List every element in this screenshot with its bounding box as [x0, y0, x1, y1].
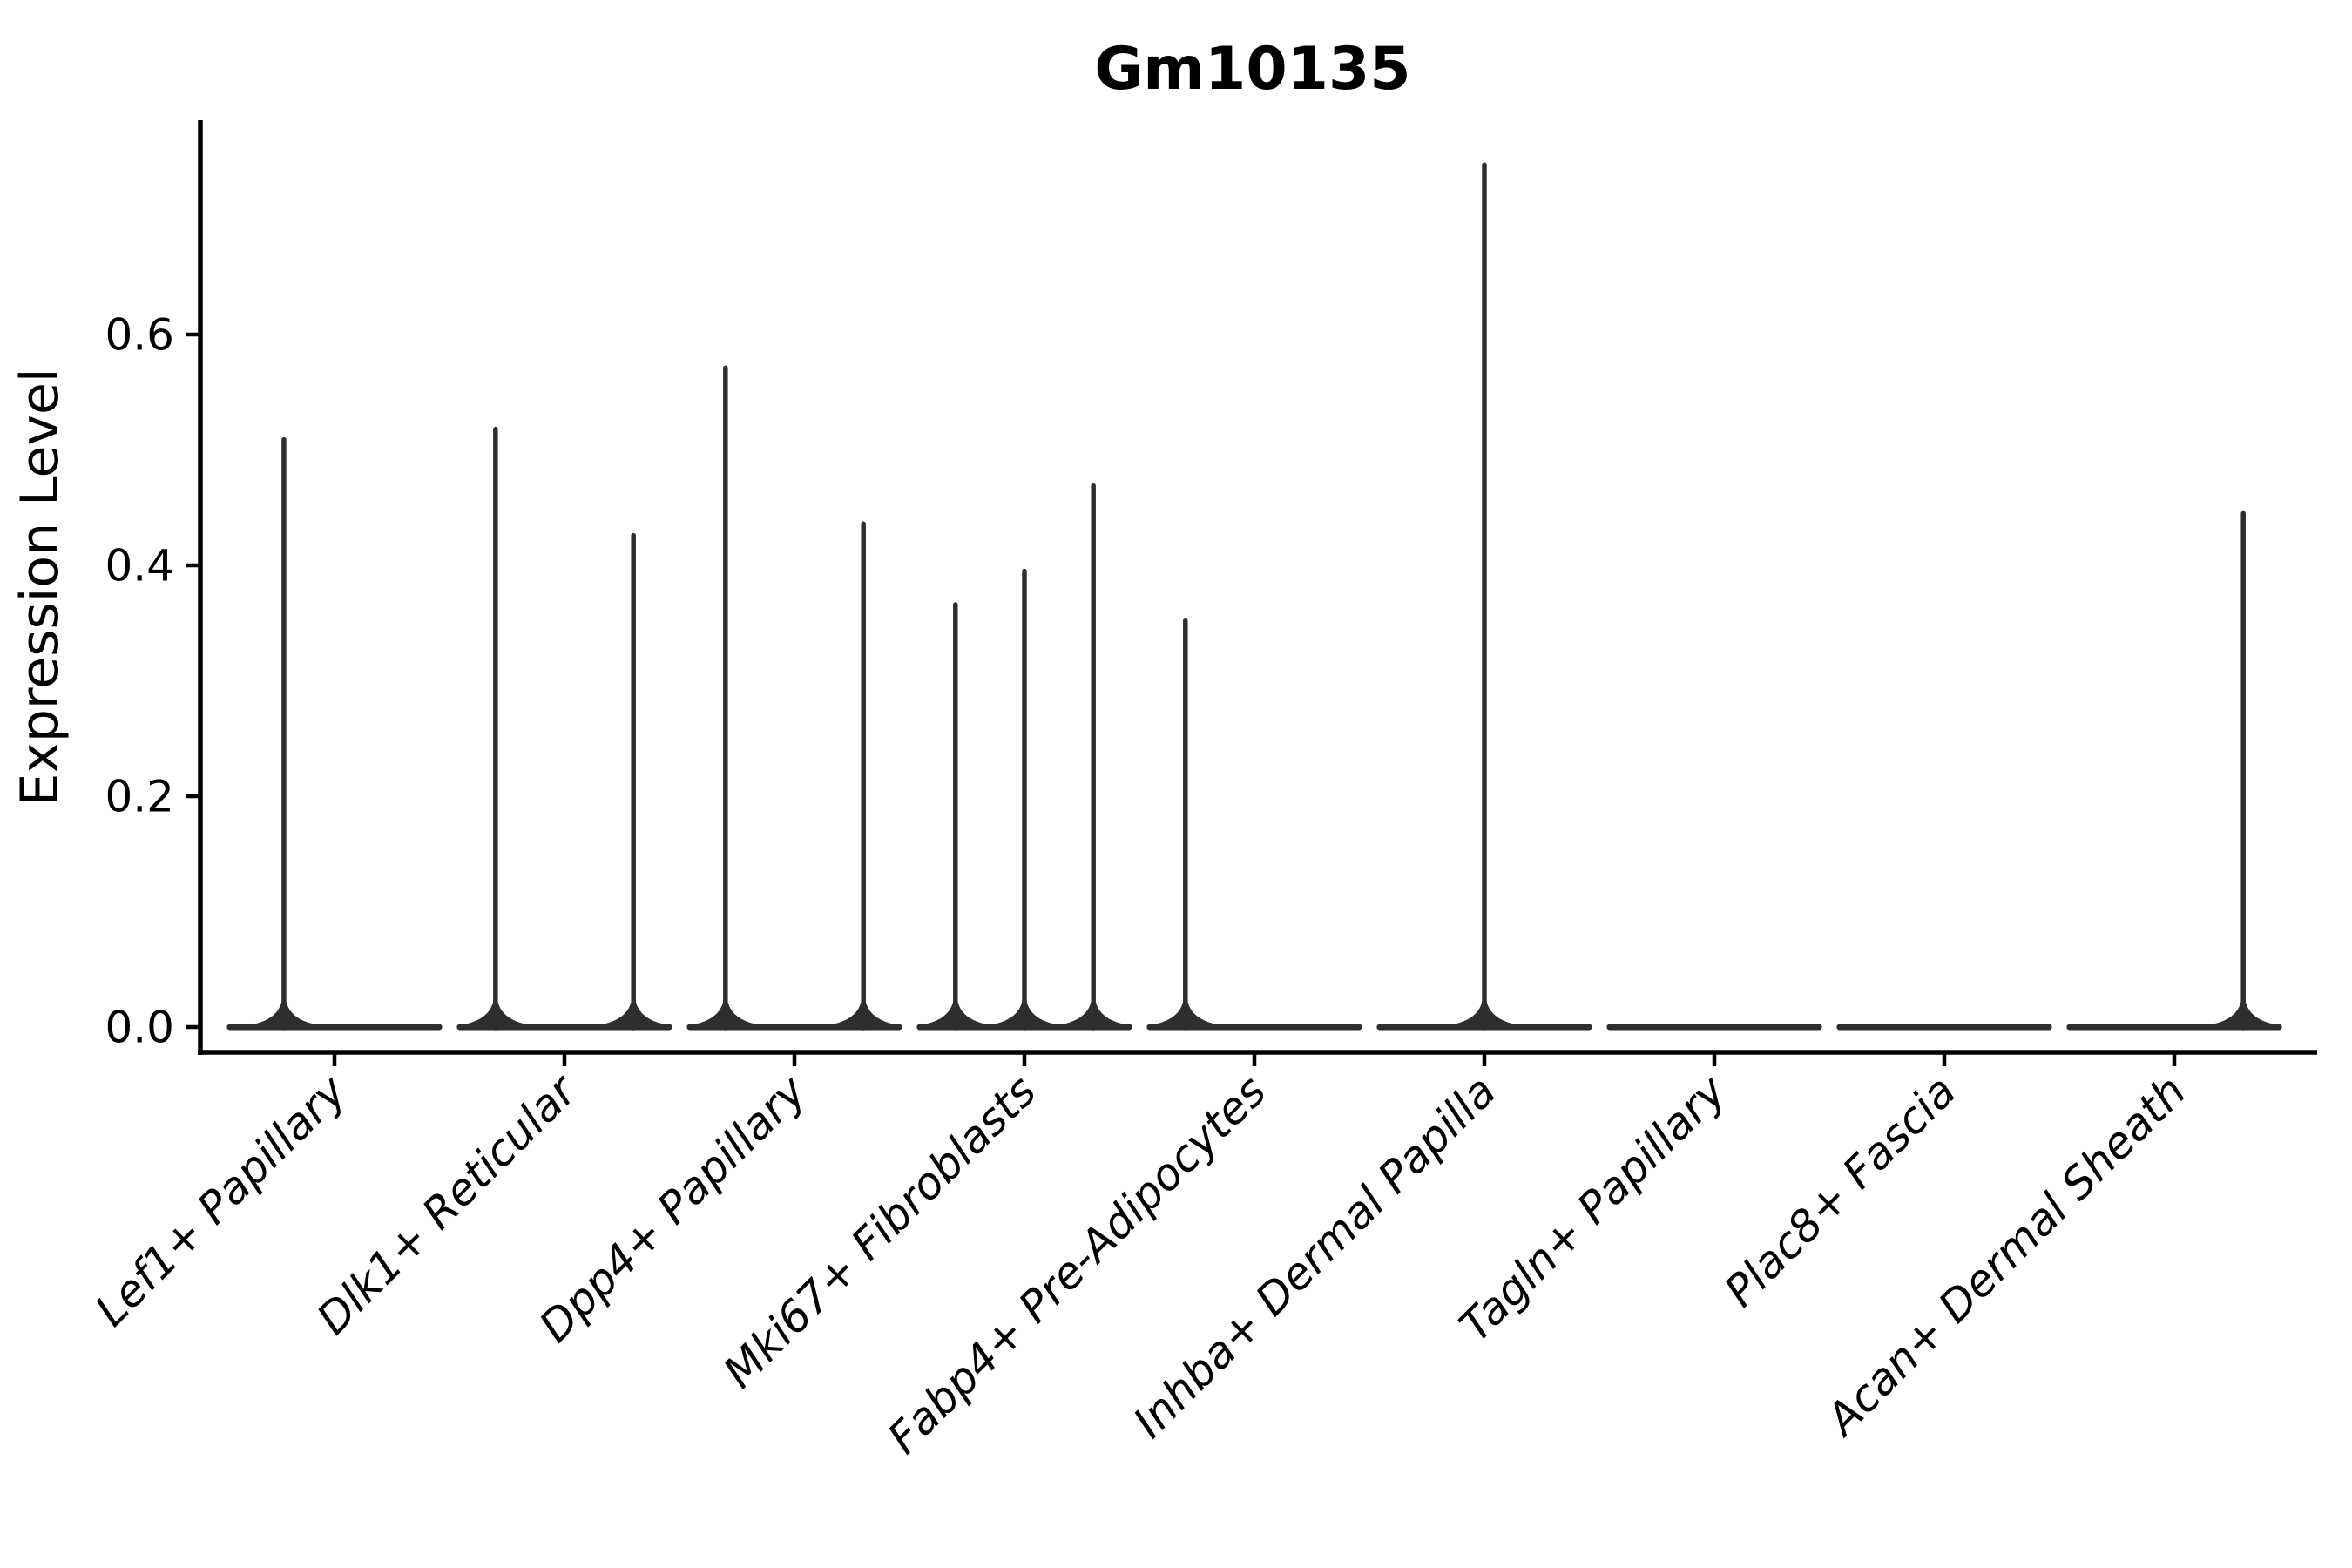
y-axis-label: Expression Level — [10, 368, 71, 806]
violin-4 — [916, 483, 1132, 1031]
axes-group — [198, 120, 2317, 1055]
y-tick-label: 0.6 — [105, 310, 174, 361]
violins-group — [226, 162, 2282, 1031]
y-ticks-group: 0.0 0.2 0.4 0.6 — [105, 310, 200, 1053]
y-tick-label: 0.0 — [105, 1003, 174, 1053]
x-tick-label: Plac8+ Fascia — [1715, 1065, 1966, 1316]
violin-6 — [1376, 162, 1592, 1031]
x-tick-label: Lef1+ Papillary — [85, 1064, 356, 1335]
violin-3 — [686, 365, 902, 1031]
y-tick-label: 0.4 — [105, 541, 174, 591]
violin-5 — [1146, 618, 1362, 1031]
violin-9 — [2066, 510, 2282, 1031]
y-tick-label: 0.2 — [105, 772, 174, 822]
x-tick-label: Fabp4+ Pre-Adipocytes — [878, 1065, 1276, 1463]
violin-2 — [456, 426, 672, 1031]
x-tick-label: Inhba+ Dermal Papilla — [1124, 1065, 1505, 1447]
violin-1 — [226, 436, 443, 1031]
plot-title: Gm10135 — [1094, 35, 1410, 104]
